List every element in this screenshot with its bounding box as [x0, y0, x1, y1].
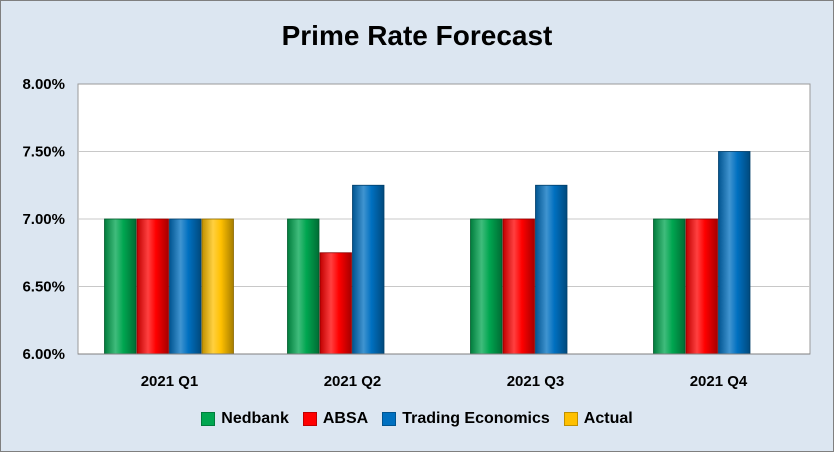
bar-trading-economics — [535, 184, 568, 355]
legend-item-trading-economics: Trading Economics — [382, 410, 550, 428]
legend-swatch-trading-economics — [382, 412, 397, 426]
bar-absa — [502, 218, 535, 355]
y-tick-label: 7.50% — [22, 144, 65, 161]
y-tick-label: 6.50% — [22, 279, 65, 296]
bar-trading-economics — [169, 218, 202, 355]
legend-item-nedbank: Nedbank — [201, 410, 289, 428]
bar-trading-economics — [718, 151, 751, 355]
bar-absa — [136, 218, 169, 355]
legend-swatch-nedbank — [201, 412, 216, 426]
bar-absa — [319, 252, 352, 355]
legend-label-trading-economics: Trading Economics — [402, 410, 550, 427]
bar-nedbank — [470, 218, 503, 355]
legend-item-absa: ABSA — [302, 410, 369, 428]
legend-label-absa: ABSA — [322, 410, 369, 427]
bar-nedbank — [104, 218, 137, 355]
legend-label-actual: Actual — [583, 410, 633, 427]
bar-trading-economics — [352, 184, 385, 355]
x-tick-label: 2021 Q2 — [324, 373, 382, 390]
y-tick-label: 7.00% — [22, 211, 65, 228]
legend-label-nedbank: Nedbank — [221, 410, 289, 427]
legend-swatch-absa — [302, 412, 317, 426]
y-tick-label: 6.00% — [22, 346, 65, 363]
bar-nedbank — [287, 218, 320, 355]
legend-item-actual: Actual — [563, 410, 633, 428]
chart-title: Prime Rate Forecast — [281, 20, 553, 51]
bar-nedbank — [653, 218, 686, 355]
x-tick-label: 2021 Q4 — [690, 373, 748, 390]
x-tick-label: 2021 Q3 — [507, 373, 565, 390]
legend-swatch-actual — [563, 412, 578, 426]
y-tick-label: 8.00% — [22, 76, 65, 93]
bar-absa — [685, 218, 718, 355]
x-tick-label: 2021 Q1 — [141, 373, 199, 390]
legend: Nedbank ABSA Trading Economics Actual — [0, 410, 834, 428]
bar-actual — [201, 218, 234, 355]
